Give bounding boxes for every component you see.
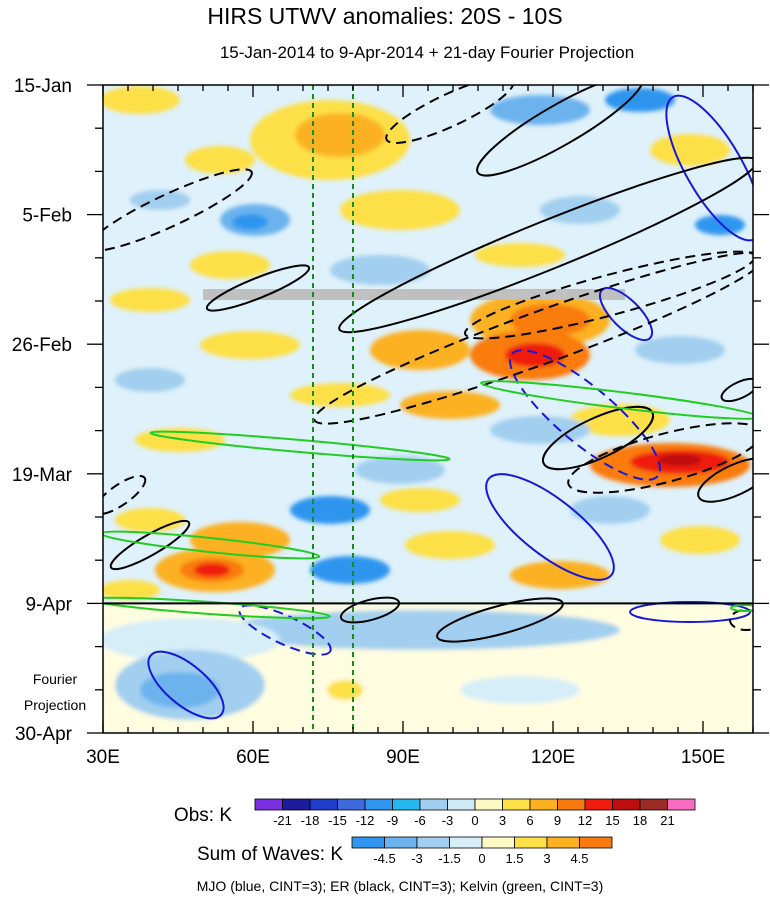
er-contour (103, 474, 147, 516)
obs-colorbar-level: -9 (387, 813, 399, 828)
obs-colorbar-swatch (447, 798, 476, 811)
obs-colorbar-level: -6 (414, 813, 426, 828)
obs-colorbar-swatch (612, 798, 641, 811)
waves-colorbar-swatch (546, 836, 580, 849)
obs-colorbar-label: Obs: K (174, 805, 232, 826)
obs-colorbar-level: -3 (442, 813, 454, 828)
y-axis: 15-Jan 5-Feb 26-Feb 19-Mar 9-Apr 30-Apr (12, 76, 769, 745)
contour-legend: MJO (blue, CINT=3); ER (black, CINT=3); … (197, 878, 604, 894)
kelvin-contour (480, 380, 753, 420)
obs-colorbar-level: 21 (660, 813, 674, 828)
er-contour (339, 596, 401, 624)
y-tick-label: 30-Apr (15, 724, 73, 745)
waves-colorbar-label: Sum of Waves: K (197, 844, 343, 865)
projection-label-line2: Projection (24, 697, 86, 713)
projection-label-line1: Fourier (33, 671, 78, 687)
kelvin-contour (103, 596, 331, 620)
obs-colorbar-level: -21 (273, 813, 292, 828)
obs-colorbar-level: 15 (605, 813, 619, 828)
er-contour (385, 85, 515, 144)
obs-colorbar-swatch (667, 798, 696, 811)
x-tick-label: 30E (86, 747, 120, 768)
obs-colorbar-level: 6 (526, 813, 533, 828)
x-axis: 30E 60E 90E 120E 150E (86, 85, 754, 768)
waves-colorbar: -4.5 -3 -1.5 0 1.5 3 4.5 (351, 836, 613, 866)
er-contour (476, 85, 644, 177)
y-tick-label: 5-Feb (22, 206, 72, 227)
mjo-contour (485, 473, 615, 581)
waves-colorbar-swatch (384, 836, 418, 849)
waves-colorbar-swatch (481, 836, 515, 849)
obs-colorbar-level: 12 (578, 813, 592, 828)
x-tick-label: 150E (681, 747, 725, 768)
waves-colorbar-level: 3 (543, 851, 550, 866)
waves-colorbar-level: -1.5 (438, 851, 460, 866)
er-contour (729, 609, 753, 631)
obs-colorbar-swatch (364, 798, 393, 811)
er-contour (697, 457, 753, 503)
obs-colorbar-level: 18 (633, 813, 647, 828)
x-tick-label: 90E (386, 747, 420, 768)
reference-lines (103, 85, 753, 733)
er-contour (338, 156, 753, 334)
x-tick-label: 60E (236, 747, 270, 768)
mjo-contour (629, 601, 751, 623)
er-contour (103, 168, 253, 252)
obs-colorbar-swatch (502, 798, 531, 811)
chart-subtitle: 15-Jan-2014 to 9-Apr-2014 + 21-day Fouri… (220, 43, 634, 62)
heatmap-area (103, 85, 753, 733)
kelvin-contour (149, 430, 451, 462)
er-contour (464, 250, 753, 340)
obs-colorbar-swatch (392, 798, 421, 811)
kelvin-contour (103, 530, 321, 560)
obs-colorbar-swatch (474, 798, 503, 811)
obs-colorbar-swatch (337, 798, 366, 811)
obs-colorbar-level: 9 (554, 813, 561, 828)
obs-colorbar-swatch (557, 798, 586, 811)
waves-colorbar-level: -3 (411, 851, 423, 866)
y-tick-label: 19-Mar (12, 465, 73, 486)
er-contour (205, 264, 311, 312)
obs-colorbar-swatch (282, 798, 311, 811)
obs-colorbar-level: -15 (328, 813, 347, 828)
obs-colorbar-swatch (254, 798, 283, 811)
obs-colorbar-swatch (419, 798, 448, 811)
mjo-contour (509, 349, 661, 481)
obs-colorbar-level: 3 (499, 813, 506, 828)
obs-colorbar-swatch (309, 798, 338, 811)
obs-colorbar-swatch (529, 798, 558, 811)
waves-colorbar-level: 0 (478, 851, 485, 866)
er-contour (567, 422, 753, 494)
kelvin-contour (730, 604, 753, 612)
obs-colorbar-level: -18 (301, 813, 320, 828)
mjo-contour (147, 650, 225, 720)
waves-colorbar-swatch (416, 836, 450, 849)
chart-title: HIRS UTWV anomalies: 20S - 10S (207, 3, 562, 29)
waves-colorbar-level: -4.5 (373, 851, 395, 866)
y-tick-label: 26-Feb (12, 335, 72, 356)
obs-colorbar-swatch (584, 798, 613, 811)
er-contour (313, 251, 753, 425)
waves-colorbar-swatch (579, 836, 613, 849)
obs-colorbar: -21 -18 -15 -12 -9 -6 -3 0 3 6 9 12 15 18 21 (254, 798, 696, 828)
y-tick-label: 15-Jan (14, 76, 72, 97)
er-contour (720, 377, 753, 403)
waves-colorbar-swatch (351, 836, 385, 849)
waves-colorbar-swatch (449, 836, 483, 849)
waves-colorbar-level: 1.5 (505, 851, 523, 866)
missing-data-band (203, 289, 625, 300)
wave-contours (103, 85, 753, 720)
waves-colorbar-swatch (514, 836, 548, 849)
mjo-contour (665, 94, 753, 242)
obs-colorbar-level: 0 (471, 813, 478, 828)
obs-colorbar-swatch (639, 798, 668, 811)
waves-colorbar-level: 4.5 (570, 851, 588, 866)
x-tick-label: 120E (531, 747, 575, 768)
obs-colorbar-level: -12 (356, 813, 375, 828)
er-contour (109, 519, 191, 571)
y-tick-label: 9-Apr (26, 594, 73, 615)
